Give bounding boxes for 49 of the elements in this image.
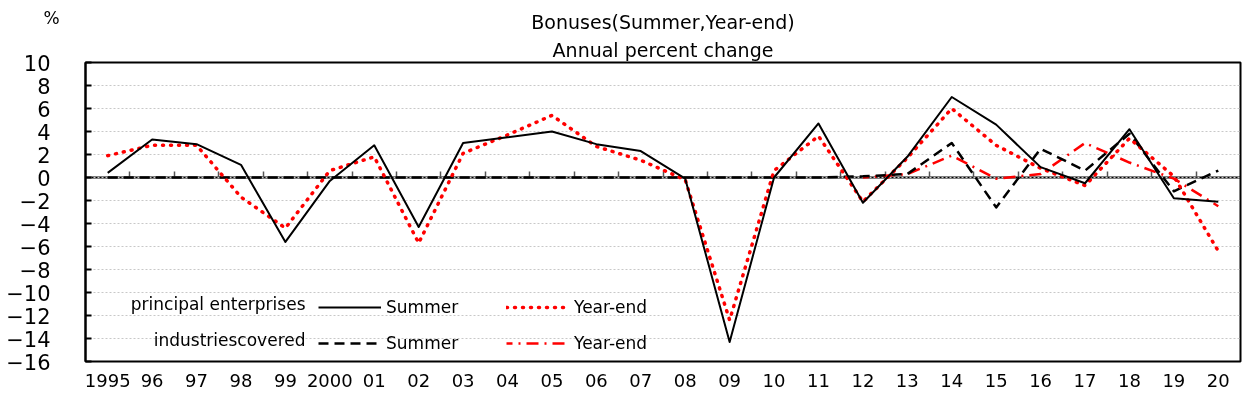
annotation: principal enterprises <box>130 293 306 314</box>
legend-label: Year-end <box>574 296 649 319</box>
y-tick-label: 0 <box>37 166 51 191</box>
x-tick-label: 13 <box>895 369 919 391</box>
x-tick-label: 14 <box>940 369 964 391</box>
chart-subtitle: Annual percent change <box>552 38 774 61</box>
x-tick-label: 03 <box>451 369 475 391</box>
y-tick-label: 10 <box>23 51 51 76</box>
x-tick-label: 16 <box>1029 369 1053 391</box>
chart-title: Bonuses(Summer,Year-end) <box>531 10 795 33</box>
x-tick-label: 98 <box>229 369 253 391</box>
x-tick-label: 12 <box>851 369 875 391</box>
legend-label: Year-end <box>574 332 649 355</box>
y-tick-label: −6 <box>19 235 51 260</box>
y-tick-label: −2 <box>19 189 51 214</box>
x-tick-label: 20 <box>1206 369 1230 391</box>
x-tick-label: 15 <box>984 369 1008 391</box>
x-tick-label: 1995 <box>84 369 131 391</box>
x-tick-label: 05 <box>540 369 564 391</box>
x-tick-label: 18 <box>1117 369 1141 391</box>
y-tick-label: −10 <box>6 281 51 306</box>
x-tick-label: 97 <box>185 369 209 391</box>
x-tick-label: 02 <box>407 369 431 391</box>
y-axis-title: % <box>43 7 60 28</box>
x-tick-label: 08 <box>673 369 697 391</box>
y-tick-label: −14 <box>6 327 51 352</box>
y-tick-label: 4 <box>37 120 51 145</box>
x-tick-label: 17 <box>1073 369 1097 391</box>
y-tick-label: −4 <box>19 212 51 237</box>
x-tick-label: 06 <box>584 369 608 391</box>
x-tick-label: 99 <box>273 369 297 391</box>
x-tick-label: 96 <box>140 369 164 391</box>
y-tick-label: −16 <box>6 350 51 375</box>
y-tick-label: 2 <box>37 143 51 168</box>
y-tick-label: −12 <box>6 304 51 329</box>
annotation: industriescovered <box>153 329 306 350</box>
x-tick-label: 11 <box>807 369 830 391</box>
legend-label: Summer <box>386 332 460 355</box>
x-tick-label: 01 <box>362 369 386 391</box>
x-tick-label: 19 <box>1162 369 1186 391</box>
x-tick-label: 10 <box>762 369 786 391</box>
x-tick-label: 04 <box>496 369 519 391</box>
x-tick-label: 2000 <box>306 369 353 391</box>
x-tick-label: 07 <box>629 369 653 391</box>
legend-label: Summer <box>386 296 460 319</box>
y-tick-label: 6 <box>37 97 51 122</box>
y-tick-label: −8 <box>19 258 51 283</box>
y-tick-label: 8 <box>37 74 51 99</box>
x-tick-label: 09 <box>718 369 742 391</box>
